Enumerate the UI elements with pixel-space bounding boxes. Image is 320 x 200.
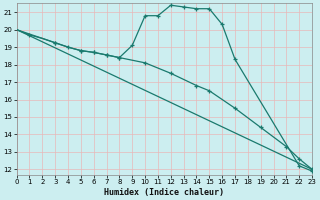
X-axis label: Humidex (Indice chaleur): Humidex (Indice chaleur) <box>104 188 224 197</box>
